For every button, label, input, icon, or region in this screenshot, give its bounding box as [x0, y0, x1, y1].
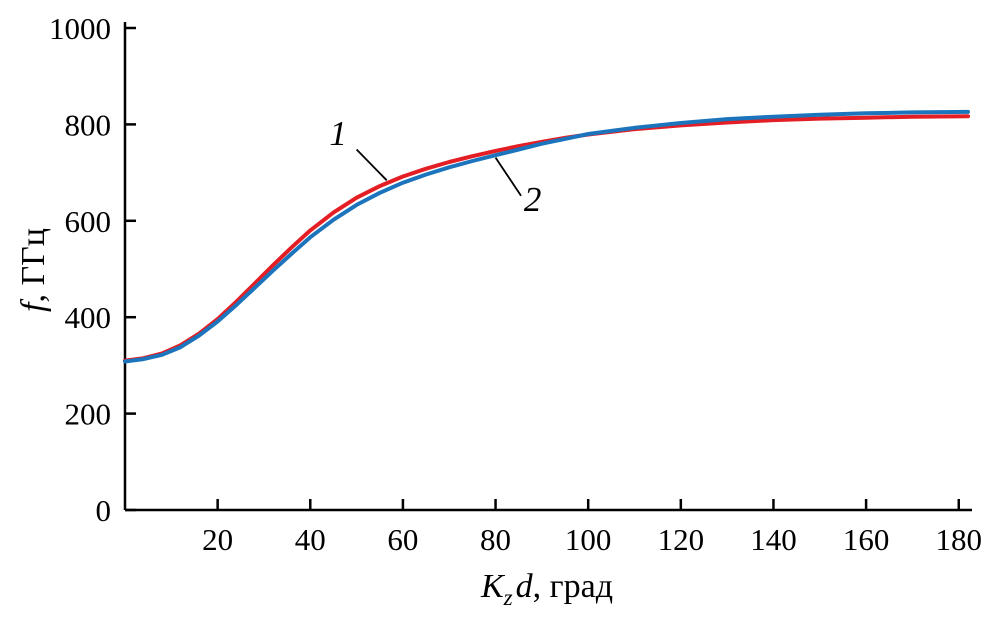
y-tick-label: 600 — [65, 204, 112, 239]
x-tick-label: 180 — [935, 522, 982, 557]
x-tick-label: 140 — [750, 522, 797, 557]
y-tick-label: 200 — [65, 397, 112, 432]
curve-label-leader-1 — [355, 148, 388, 181]
curve-1 — [123, 114, 970, 363]
x-axis-title: Kzd, град — [480, 568, 614, 609]
x-tick-label: 120 — [658, 522, 705, 557]
x-tick-label: 80 — [480, 522, 511, 557]
y-axis-title-units: , ГГц — [15, 228, 52, 303]
y-tick-label: 800 — [65, 107, 112, 142]
y-tick-label: 0 — [96, 493, 112, 528]
x-axis-title-subscript-z: z — [503, 584, 513, 611]
y-tick-label: 1000 — [49, 11, 111, 46]
x-tick-label: 60 — [387, 522, 418, 557]
x-axis-title-symbol-K: K — [480, 568, 504, 605]
x-tick-label: 160 — [843, 522, 890, 557]
x-tick-label: 100 — [565, 522, 612, 557]
curve-2 — [123, 109, 970, 364]
x-axis-title-units: , град — [532, 568, 614, 605]
y-axis-title: f, ГГц — [15, 228, 53, 312]
curve-label-leader-2 — [494, 157, 522, 197]
y-axis-title-symbol: f — [15, 302, 52, 312]
curve-label-1: 1 — [329, 114, 347, 153]
x-tick-label: 40 — [295, 522, 326, 557]
y-tick-label: 400 — [65, 300, 112, 335]
x-axis-title-symbol-d: d — [515, 568, 533, 605]
curve-label-2: 2 — [524, 180, 542, 219]
x-tick-label: 20 — [202, 522, 233, 557]
